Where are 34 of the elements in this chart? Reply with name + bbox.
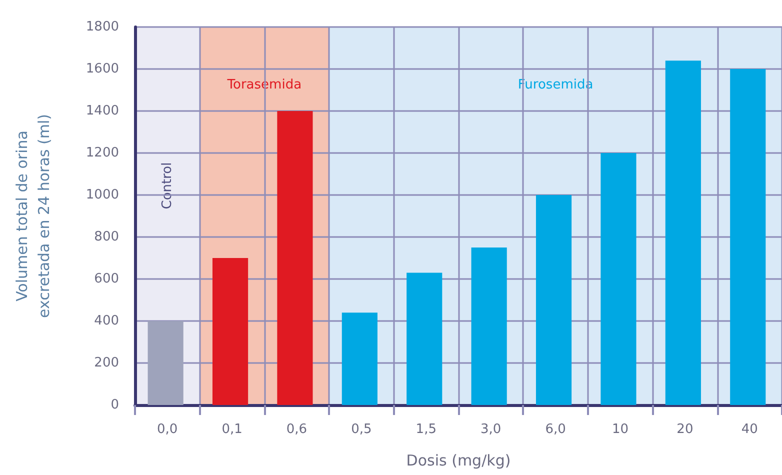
bar: [212, 258, 248, 405]
x-tick-label: 6,0: [545, 422, 566, 437]
y-axis-title: Volumen total de orina excretada en 24 horas (ml): [13, 114, 53, 318]
bar: [730, 69, 766, 405]
x-tick-label: 0,6: [286, 422, 308, 437]
y-tick-label: 0: [110, 398, 119, 412]
x-tick-label: 1,5: [416, 422, 436, 437]
bar: [342, 312, 378, 405]
y-tick-label: 800: [94, 230, 119, 244]
y-tick-label: 1600: [86, 62, 119, 76]
bar: [536, 195, 572, 405]
x-tick-label: 0,5: [351, 422, 372, 437]
x-tick-label: 40: [741, 422, 758, 437]
y-tick-label: 400: [94, 314, 119, 328]
y-tick-label: 600: [94, 272, 119, 286]
y-tick-label: 200: [94, 356, 119, 370]
bar: [665, 60, 701, 405]
y-tick-label: 1000: [86, 188, 119, 202]
x-tick-label: 10: [612, 422, 629, 437]
x-tick-label: 20: [676, 422, 694, 437]
x-axis-title: Dosis (mg/kg): [406, 452, 511, 470]
x-tick-label: 0,1: [222, 422, 242, 437]
bar: [277, 111, 313, 405]
y-tick-label: 1800: [86, 20, 119, 34]
y-tick-label: 1200: [86, 146, 119, 160]
bar: [148, 321, 184, 405]
bar: [471, 248, 507, 405]
bar: [600, 153, 636, 405]
x-tick-label: 3,0: [480, 422, 502, 437]
x-tick-label: 0,0: [157, 422, 178, 437]
y-tick-label: 1400: [86, 104, 119, 118]
band-label: Control: [160, 162, 175, 210]
band-label: Furosemida: [518, 78, 594, 92]
bar: [406, 272, 442, 405]
